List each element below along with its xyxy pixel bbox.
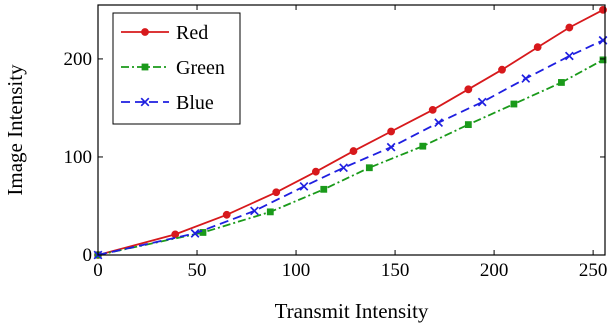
series-blue-point (340, 164, 348, 172)
legend: Red Green Blue (113, 13, 240, 124)
series-red-point (499, 66, 506, 73)
series-red-point (350, 148, 357, 155)
legend-green-point (142, 64, 149, 71)
x-tick-label: 100 (282, 260, 311, 281)
series-blue-point (599, 36, 607, 44)
series-red-point (534, 44, 541, 51)
x-tick-label: 150 (381, 260, 410, 281)
series-red-point (223, 211, 230, 218)
series-green-point (419, 143, 426, 150)
series-green-point (267, 208, 274, 215)
legend-green-label: Green (176, 57, 225, 79)
x-tick-label: 200 (480, 260, 509, 281)
series-blue-point (522, 75, 530, 83)
series-blue-point (300, 183, 308, 191)
x-axis-label: Transmit Intensity (275, 299, 429, 323)
x-tick-label: 50 (188, 260, 207, 281)
series-green-point (465, 121, 472, 128)
series-green-point (510, 101, 517, 108)
series-red-point (172, 231, 179, 238)
legend-blue-label: Blue (176, 92, 214, 114)
y-tick-label: 200 (64, 49, 93, 70)
series-blue-point (251, 207, 259, 215)
series-blue-point (435, 119, 443, 127)
y-tick-label: 100 (64, 147, 93, 168)
series-green-point (200, 229, 207, 236)
series-blue-point (387, 143, 395, 151)
x-tick-label: 250 (579, 260, 608, 281)
series-red-point (465, 86, 472, 93)
series-green-point (320, 186, 327, 193)
series-blue-point (478, 98, 486, 106)
x-tick-label: 0 (93, 260, 103, 281)
legend-red-point (142, 29, 149, 36)
series-red-point (566, 24, 573, 31)
series-red-point (429, 107, 436, 114)
legend-red-label: Red (176, 22, 208, 44)
series-red-point (273, 189, 280, 196)
series-green-point (366, 164, 373, 171)
y-tick-label: 0 (83, 245, 93, 266)
series-blue-point (566, 52, 574, 60)
y-axis-label: Image Intensity (3, 64, 27, 196)
series-green-point (558, 79, 565, 86)
series-red-point (312, 168, 319, 175)
series-red-point (388, 128, 395, 135)
